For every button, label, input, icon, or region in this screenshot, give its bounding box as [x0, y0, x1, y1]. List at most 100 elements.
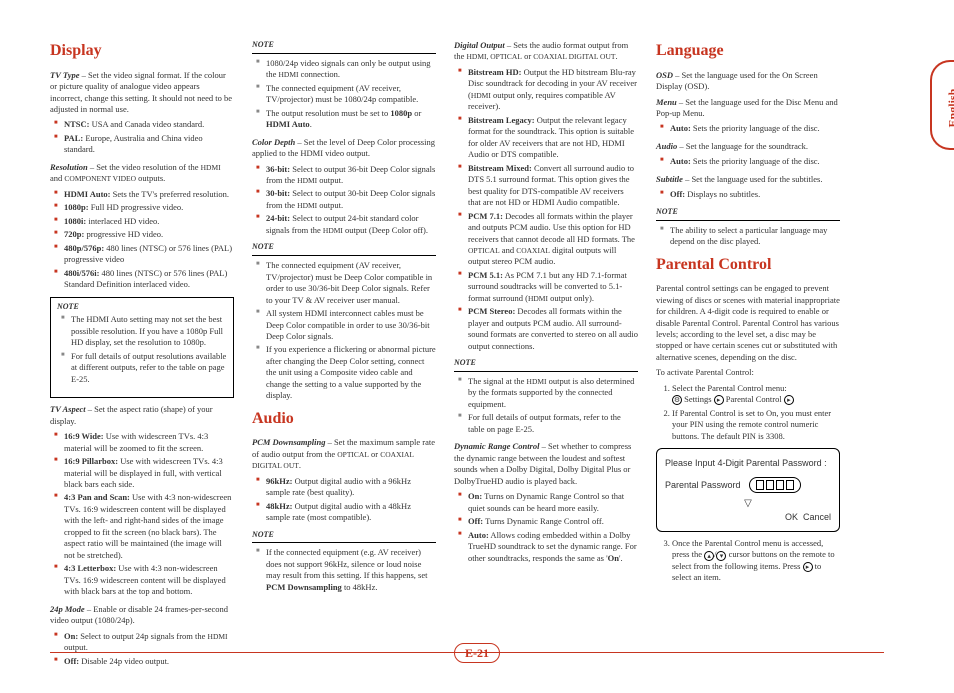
mode24-term: 24p Mode	[50, 604, 85, 614]
list-item: 4:3 Pan and Scan: Use with 4:3 non-wides…	[50, 492, 234, 561]
pc-step-1: Select the Parental Control menu: ⚙ Sett…	[672, 383, 840, 406]
list-item: PCM Stereo: Decodes all formats within t…	[454, 306, 638, 352]
list-item: NTSC: USA and Canada video standard.	[50, 119, 234, 130]
pc-step1-text: Select the Parental Control menu:	[672, 383, 787, 393]
mode24-list: On: Select to output 24p signals from th…	[50, 631, 234, 667]
list-item: 30-bit: Select to output 30-bit Deep Col…	[252, 188, 436, 211]
list-item: On: Select to output 24p signals from th…	[50, 631, 234, 654]
pc-desc: Parental control settings can be engaged…	[656, 283, 840, 363]
list-item: 1080i: interlaced HD video.	[50, 216, 234, 227]
list-item: The connected equipment (AV receiver, TV…	[252, 260, 436, 306]
list-item: For full details of output formats, refe…	[454, 412, 638, 435]
list-item: PCM 7.1: Decodes all formats within the …	[454, 211, 638, 268]
list-item: 96kHz: Output digital audio with a 96kHz…	[252, 476, 436, 499]
list-item: 480i/576i: 480 lines (NTSC) or 576 lines…	[50, 268, 234, 291]
menu-list: Auto: Sets the priority language of the …	[656, 123, 840, 134]
do-para: Digital Output – Sets the audio format o…	[454, 40, 638, 63]
list-item: 1080/24p video signals can only be outpu…	[252, 58, 436, 81]
pc-step-3: Once the Parental Control menu is access…	[672, 538, 840, 584]
list-item: If the connected equipment (e.g. AV rece…	[252, 547, 436, 593]
sub-para: Subtitle – Set the language used for the…	[656, 174, 840, 185]
dialog-title: Please Input 4-Digit Parental Password :	[665, 457, 831, 469]
column-2: NOTE 1080/24p video signals can only be …	[252, 40, 436, 673]
pc-steps: Select the Parental Control menu: ⚙ Sett…	[656, 383, 840, 442]
pc-activate: To activate Parental Control:	[656, 367, 840, 378]
parental-heading: Parental Control	[656, 254, 840, 276]
list-item: For full details of output resolutions a…	[57, 351, 227, 385]
column-3: Digital Output – Sets the audio format o…	[454, 40, 638, 673]
mode24-para: 24p Mode – Enable or disable 24 frames-p…	[50, 604, 234, 627]
menu-para: Menu – Set the language used for the Dis…	[656, 97, 840, 120]
list-item: 4:3 Letterbox: Use with 4:3 non-widescre…	[50, 563, 234, 597]
list-item: Off: Turns Dynamic Range Control off.	[454, 516, 638, 527]
note5-list: The signal at the HDMI output is also de…	[454, 376, 638, 435]
tvtype-list: NTSC: USA and Canada video standard. PAL:…	[50, 119, 234, 155]
res-term: Resolution	[50, 162, 88, 172]
list-item: 720p: progressive HD video.	[50, 229, 234, 240]
sub-desc: – Set the language used for the subtitle…	[683, 174, 823, 184]
language-tab: English	[930, 60, 954, 150]
aspect-para: TV Aspect – Set the aspect ratio (shape)…	[50, 404, 234, 427]
tvtype-term: TV Type	[50, 70, 80, 80]
audio-list: Auto: Sets the priority language of the …	[656, 156, 840, 167]
display-heading: Display	[50, 40, 234, 62]
list-item: Auto: Sets the priority language of the …	[656, 156, 840, 167]
list-item: PCM 5.1: As PCM 7.1 but any HD 7.1-forma…	[454, 270, 638, 304]
language-tab-label: English	[945, 89, 954, 128]
list-item: Bitstream Legacy: Output the relevant le…	[454, 115, 638, 161]
list-item: If you experience a flickering or abnorm…	[252, 344, 436, 401]
drc-list: On: Turns on Dynamic Range Control so th…	[454, 491, 638, 564]
audio-para: Audio – Set the language for the soundtr…	[656, 141, 840, 152]
arrow-down-icon: ▽	[665, 497, 831, 511]
column-4: Language OSD – Set the language used for…	[656, 40, 840, 673]
list-item: The ability to select a particular langu…	[656, 225, 840, 248]
list-item: All system HDMI interconnect cables must…	[252, 308, 436, 342]
audio-heading: Audio	[252, 408, 436, 430]
pcm-list: 96kHz: Output digital audio with a 96kHz…	[252, 476, 436, 524]
note6-list: The ability to select a particular langu…	[656, 225, 840, 248]
list-item: 48kHz: Output digital audio with a 48kHz…	[252, 501, 436, 524]
pc-step-2: If Parental Control is set to On, you mu…	[672, 408, 840, 442]
list-item: 16:9 Wide: Use with widescreen TVs. 4:3 …	[50, 431, 234, 454]
list-item: 24-bit: Select to output 24-bit standard…	[252, 213, 436, 236]
list-item: PAL: Europe, Australia and China video s…	[50, 133, 234, 156]
list-item: The signal at the HDMI output is also de…	[454, 376, 638, 410]
note2-list: 1080/24p video signals can only be outpu…	[252, 58, 436, 131]
column-1: Display TV Type – Set the video signal f…	[50, 40, 234, 673]
note-label: NOTE	[252, 530, 436, 541]
cancel-button[interactable]: Cancel	[803, 512, 831, 522]
list-item: The output resolution must be set to 108…	[252, 108, 436, 131]
drc-term: Dynamic Range Control	[454, 441, 539, 451]
pc-step1b: Settings ▸ Parental Control ▸	[684, 394, 794, 404]
sub-term: Subtitle	[656, 174, 683, 184]
note-label: NOTE	[252, 40, 436, 51]
pc-steps-cont: Once the Parental Control menu is access…	[656, 538, 840, 584]
manual-page: Display TV Type – Set the video signal f…	[0, 0, 890, 693]
res-para: Resolution – Set the video resolution of…	[50, 162, 234, 185]
res-list: HDMI Auto: Sets the TV's preferred resol…	[50, 189, 234, 291]
list-item: 480p/576p: 480 lines (NTSC) or 576 lines…	[50, 243, 234, 266]
language-heading: Language	[656, 40, 840, 62]
list-item: 16:9 Pillarbox: Use with widescreen TVs.…	[50, 456, 234, 490]
aspect-term: TV Aspect	[50, 404, 86, 414]
password-dialog: Please Input 4-Digit Parental Password :…	[656, 448, 840, 532]
list-item: Off: Disable 24p video output.	[50, 656, 234, 667]
dialog-label: Parental Password	[665, 479, 741, 491]
cd-term: Color Depth	[252, 137, 295, 147]
password-input[interactable]	[749, 477, 801, 493]
list-item: On: Turns on Dynamic Range Control so th…	[454, 491, 638, 514]
pcm-para: PCM Downsampling – Set the maximum sampl…	[252, 437, 436, 471]
drc-para: Dynamic Range Control – Set whether to c…	[454, 441, 638, 487]
audio-desc: – Set the language for the soundtrack.	[677, 141, 808, 151]
ok-button[interactable]: OK	[785, 512, 798, 522]
list-item: HDMI Auto: Sets the TV's preferred resol…	[50, 189, 234, 200]
list-item: Bitstream HD: Output the HD bitstream Bl…	[454, 67, 638, 113]
note3-list: The connected equipment (AV receiver, TV…	[252, 260, 436, 402]
list-item: The connected equipment (AV receiver, TV…	[252, 83, 436, 106]
list-item: The HDMI Auto setting may not set the be…	[57, 314, 227, 348]
list-item: Bitstream Mixed: Convert all surround au…	[454, 163, 638, 209]
list-item: Auto: Allows coding embedded within a Do…	[454, 530, 638, 564]
aspect-list: 16:9 Wide: Use with widescreen TVs. 4:3 …	[50, 431, 234, 598]
note-label: NOTE	[252, 242, 436, 253]
osd-desc: – Set the language used for the On Scree…	[656, 70, 818, 91]
